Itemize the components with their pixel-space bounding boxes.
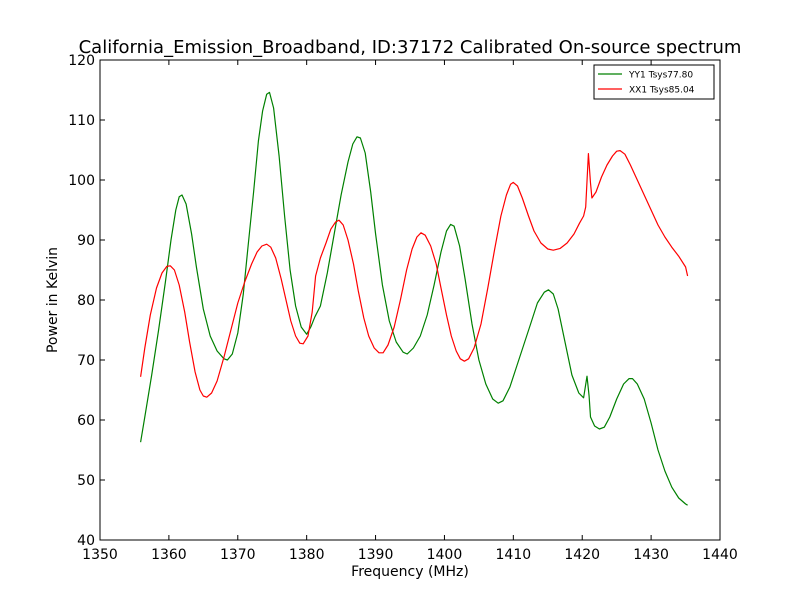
x-tick-label: 1360 bbox=[151, 547, 187, 563]
series-lines bbox=[140, 91, 689, 506]
legend-label-yy1: YY1 Tsys77.80 bbox=[628, 71, 693, 81]
x-tick-label: 1350 bbox=[82, 547, 118, 563]
y-axis-label: Power in Kelvin bbox=[45, 247, 61, 353]
y-axis: 40 50 60 70 80 90 100 110 120 bbox=[68, 53, 720, 549]
y-tick-label: 80 bbox=[77, 293, 95, 309]
y-tick-label: 50 bbox=[77, 473, 95, 489]
y-tick-label: 90 bbox=[77, 233, 95, 249]
x-axis-label: Frequency (MHz) bbox=[351, 564, 469, 580]
y-tick-label: 40 bbox=[77, 533, 95, 549]
x-tick-label: 1380 bbox=[289, 547, 325, 563]
plot-area bbox=[99, 59, 721, 541]
y-tick-label: 110 bbox=[68, 113, 95, 129]
x-tick-label: 1370 bbox=[220, 547, 256, 563]
x-axis: 1350 1360 1370 1380 1390 1400 1410 1420 1430 1440 bbox=[82, 60, 738, 563]
x-tick-label: 1400 bbox=[427, 547, 463, 563]
legend: YY1 Tsys77.80 XX1 Tsys85.04 bbox=[593, 64, 715, 100]
legend-label-xx1: XX1 Tsys85.04 bbox=[629, 86, 695, 96]
y-tick-label: 120 bbox=[68, 53, 95, 69]
y-tick-label: 70 bbox=[77, 353, 95, 369]
x-tick-label: 1390 bbox=[358, 547, 394, 563]
x-tick-label: 1440 bbox=[702, 547, 738, 563]
legend-box bbox=[593, 64, 715, 100]
x-tick-label: 1430 bbox=[633, 547, 669, 563]
y-tick-label: 60 bbox=[77, 413, 95, 429]
y-tick-label: 100 bbox=[68, 173, 95, 189]
x-tick-label: 1420 bbox=[564, 547, 600, 563]
series-line-yy1 bbox=[140, 91, 688, 506]
series-line-xx1 bbox=[140, 150, 689, 398]
x-tick-label: 1410 bbox=[496, 547, 532, 563]
chart-title: California_Emission_Broadband, ID:37172 … bbox=[79, 37, 742, 58]
